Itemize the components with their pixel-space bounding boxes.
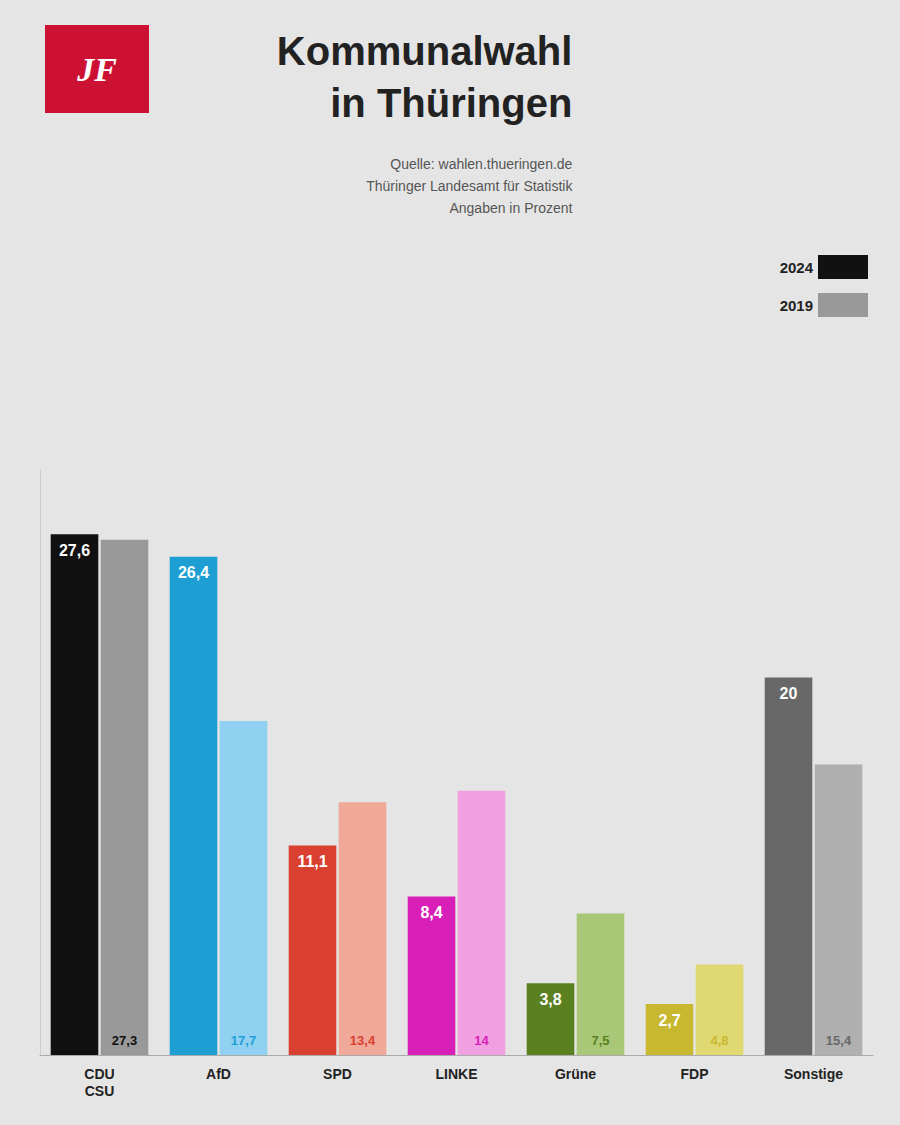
svg-text:Kommunalwahl: Kommunalwahl: [277, 29, 573, 73]
svg-text:SPD: SPD: [323, 1066, 352, 1082]
svg-text:17,7: 17,7: [231, 1033, 256, 1048]
svg-text:Sonstige: Sonstige: [784, 1066, 843, 1082]
svg-text:20: 20: [780, 685, 798, 702]
svg-text:LINKE: LINKE: [436, 1066, 478, 1082]
svg-text:JF: JF: [76, 51, 117, 88]
svg-text:Quelle: wahlen.thueringen.de: Quelle: wahlen.thueringen.de: [390, 156, 572, 172]
svg-text:4,8: 4,8: [710, 1033, 728, 1048]
svg-text:7,5: 7,5: [591, 1033, 609, 1048]
svg-text:13,4: 13,4: [350, 1033, 376, 1048]
svg-text:8,4: 8,4: [420, 904, 442, 921]
svg-text:11,1: 11,1: [297, 853, 327, 870]
svg-text:AfD: AfD: [206, 1066, 231, 1082]
svg-text:2019: 2019: [780, 297, 813, 314]
svg-text:Angaben in Prozent: Angaben in Prozent: [449, 200, 572, 216]
svg-text:3,8: 3,8: [539, 991, 561, 1008]
svg-text:14: 14: [474, 1033, 489, 1048]
svg-text:Grüne: Grüne: [555, 1066, 596, 1082]
svg-text:27,6: 27,6: [59, 542, 90, 559]
svg-text:26,4: 26,4: [178, 564, 209, 581]
svg-text:in Thüringen: in Thüringen: [330, 81, 572, 125]
svg-text:Thüringer Landesamt für Statis: Thüringer Landesamt für Statistik: [366, 178, 573, 194]
svg-text:2,7: 2,7: [658, 1012, 680, 1029]
svg-text:CDU: CDU: [84, 1066, 114, 1082]
svg-text:FDP: FDP: [681, 1066, 709, 1082]
svg-text:CSU: CSU: [85, 1083, 115, 1099]
svg-text:27,3: 27,3: [112, 1033, 137, 1048]
svg-text:15,4: 15,4: [826, 1033, 852, 1048]
svg-text:2024: 2024: [780, 259, 814, 276]
